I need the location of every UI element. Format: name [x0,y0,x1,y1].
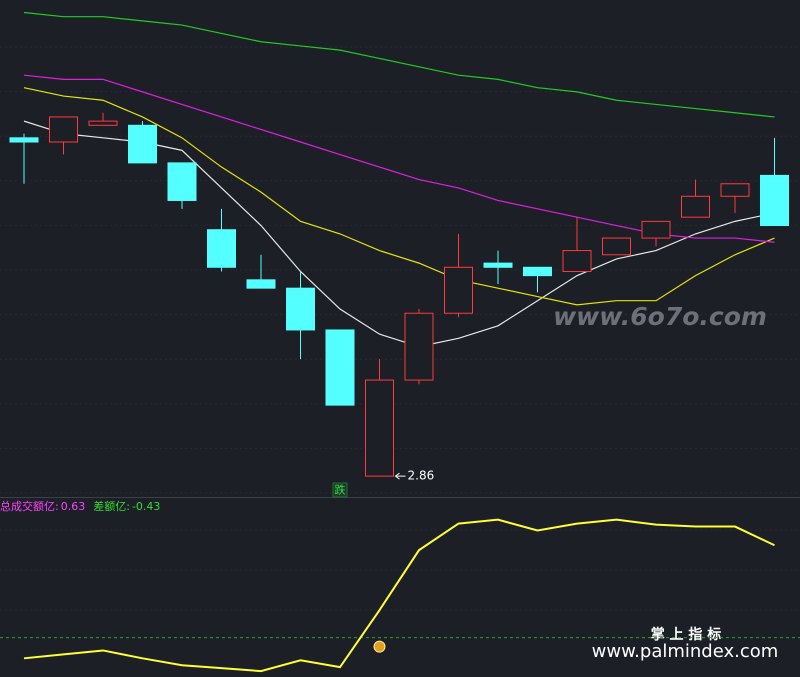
candle-body [88,120,118,126]
candle-body [760,174,789,227]
candle-body [365,379,394,477]
watermark: www.palmindex.com [592,641,779,662]
amount-line [23,518,775,673]
moving-average [23,87,775,306]
candle-body [602,237,631,256]
candle-body [681,195,710,218]
candle-body [444,266,473,314]
legend-name: 总成交额亿: [0,499,59,513]
candle-body [404,312,434,381]
low-label: 2.86 [408,469,435,483]
candle-body [523,266,552,277]
candle-body [9,137,39,143]
candle-body [167,162,197,201]
candle-body [720,183,750,197]
candle-body [207,229,236,268]
candle-body [641,220,671,239]
low-arrow-head [394,472,400,480]
candle-body [562,250,592,272]
moving-average [23,11,775,118]
candle-body [483,262,513,268]
money-icon [373,640,386,653]
watermark: 掌 上 指 标 [651,626,722,643]
watermark: www.6o7o.com [553,302,767,331]
legend-value: -0.43 [132,500,160,513]
signal-box [332,482,348,498]
signal-label: 跌 [335,483,346,497]
candle-body [325,329,355,406]
legend-value: 0.63 [61,500,86,513]
candle-body [286,287,315,331]
candle-body [49,116,78,143]
candle-body [128,124,157,164]
candle-body [246,279,276,289]
legend-name: 差额亿: [93,499,130,513]
